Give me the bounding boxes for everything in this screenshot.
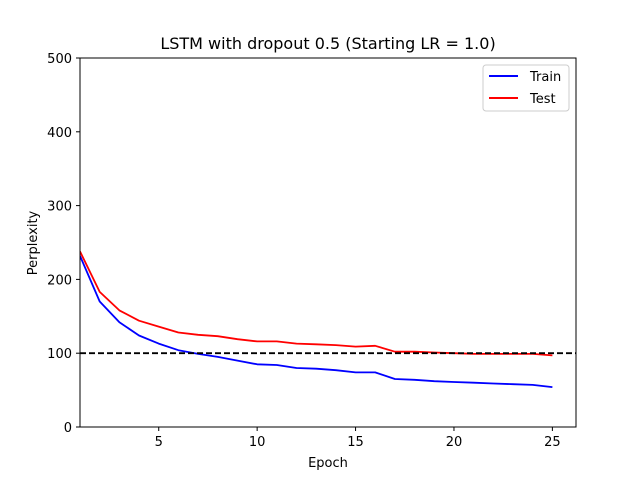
y-tick-label: 200 xyxy=(47,273,72,288)
plot-frame xyxy=(79,57,577,428)
x-axis-label: Epoch xyxy=(308,456,348,471)
y-tick-label: 0 xyxy=(64,421,72,436)
x-tick-label: 10 xyxy=(249,435,266,450)
legend: Train Test xyxy=(482,64,570,112)
series-line-test xyxy=(80,251,553,357)
series-line-train xyxy=(80,255,553,388)
legend-label-test: Test xyxy=(529,92,556,107)
legend-label-train: Train xyxy=(529,70,561,85)
x-tick-label: 5 xyxy=(155,435,163,450)
y-tick-label: 100 xyxy=(47,347,72,362)
chart-title: LSTM with dropout 0.5 (Starting LR = 1.0… xyxy=(160,34,495,53)
y-axis-label: Perplexity xyxy=(26,210,41,275)
x-tick-label: 25 xyxy=(544,435,561,450)
y-tick-label: 300 xyxy=(47,200,72,215)
y-tick-label: 500 xyxy=(47,52,72,67)
x-tick-label: 20 xyxy=(446,435,463,450)
x-tick-label: 15 xyxy=(347,435,364,450)
y-tick-label: 400 xyxy=(47,126,72,141)
